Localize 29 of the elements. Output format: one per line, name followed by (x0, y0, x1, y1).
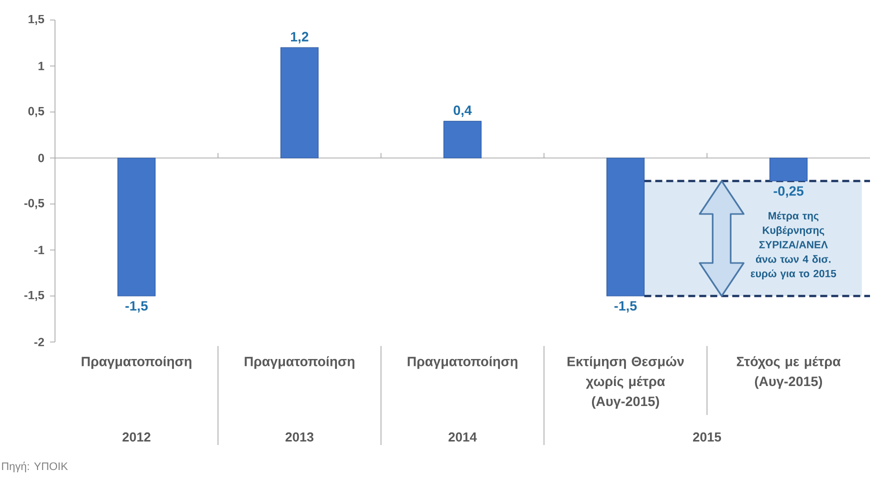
y-tick-label: -0,5 (24, 198, 44, 210)
text: 2013 (286, 432, 314, 442)
bar (769, 158, 808, 182)
data-label: -1,5 (614, 301, 637, 313)
x-tick-label: Πραγματοποίηση (244, 356, 354, 369)
x-tick-label: Στόχος με μέτρα (Αυγ-2015) (736, 356, 841, 389)
y-tick-label: 0 (38, 154, 44, 162)
bar (606, 158, 645, 296)
text: Πηγή: ΥΠΟΙΚ (2, 462, 68, 472)
x-tick-label: Εκτίμηση Θεσμών χωρίς μέτρα (Αυγ-2015) (568, 356, 684, 409)
x-tick-label: Πραγματοποίηση (408, 356, 518, 369)
data-label: 0,4 (454, 106, 472, 117)
data-label: -0,25 (774, 186, 804, 198)
y-tick-label: -1 (34, 246, 44, 254)
text: 2012 (122, 432, 150, 442)
y-tick-label: 0,5 (28, 106, 44, 118)
bar (443, 120, 482, 158)
text: 2014 (448, 432, 477, 442)
y-tick-label: 1,5 (28, 14, 44, 26)
band-label: Μέτρα της Κυβέρνησης ΣΥΡΙΖΑ/ΑΝΕΛ άνω των 4 δισ. ευρώ για το 2015 (750, 212, 836, 280)
bar (117, 158, 156, 296)
text: 2015 (693, 432, 722, 442)
bar (280, 47, 319, 158)
y-tick-label: 1 (38, 62, 44, 70)
y-tick-label: -2 (34, 338, 44, 346)
x-tick-label: Πραγματοποίηση (82, 356, 192, 369)
data-label: 1,2 (291, 32, 308, 44)
y-tick-label: -1,5 (24, 290, 44, 302)
data-label: -1,5 (125, 301, 148, 313)
